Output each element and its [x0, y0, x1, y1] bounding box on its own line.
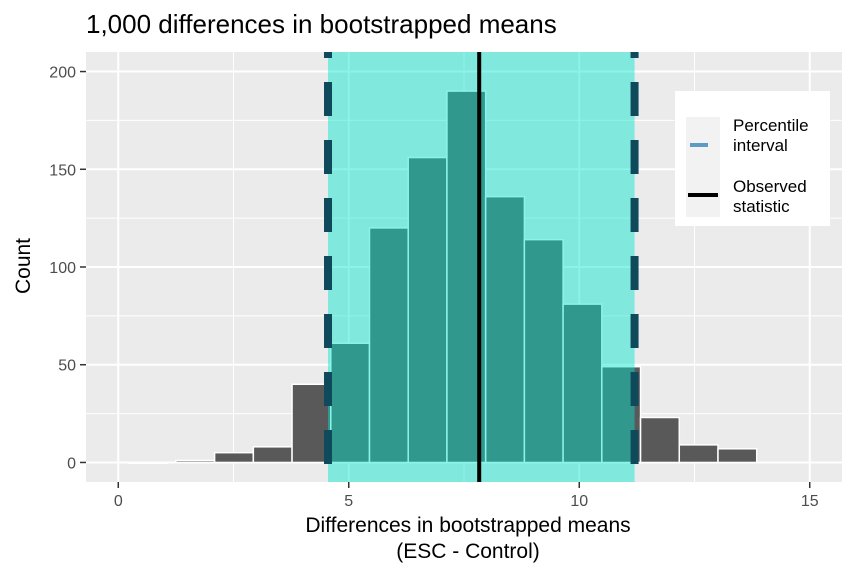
histogram-bar — [717, 448, 758, 464]
legend-label-percentile-line1: Percentile — [733, 116, 809, 135]
y-axis-title: Count — [12, 238, 35, 294]
legend: Percentile interval Observed statistic — [675, 91, 830, 226]
x-axis-title-line2: (ESC - Control) — [396, 540, 540, 563]
y-tick-label: 150 — [49, 162, 76, 179]
legend-label-observed-line2: statistic — [733, 197, 790, 216]
histogram-bar — [175, 459, 216, 464]
percentile-shade — [328, 52, 635, 482]
legend-label-percentile-line2: interval — [733, 136, 788, 155]
x-tick-label: 5 — [344, 493, 353, 510]
percentile-shade-group — [328, 52, 635, 482]
histogram-bar — [407, 156, 448, 464]
x-tick-label: 0 — [114, 493, 123, 510]
y-tick-label: 50 — [58, 358, 76, 375]
x-axis-ticks: 0 5 10 15 — [114, 482, 819, 510]
y-tick-label: 100 — [49, 260, 76, 277]
histogram-bar — [639, 416, 681, 464]
histogram-bar — [562, 303, 603, 464]
histogram-bar — [523, 238, 564, 464]
histogram-bar — [213, 451, 255, 464]
percentile-interval-lines — [324, 52, 639, 482]
x-axis-title-line1: Differences in bootstrapped means — [305, 514, 630, 537]
x-tick-label: 10 — [570, 493, 588, 510]
histogram-bar — [368, 227, 409, 464]
histogram-bar — [252, 446, 293, 464]
histogram-bar — [127, 461, 168, 465]
y-tick-label: 0 — [67, 455, 76, 472]
legend-label-observed-line1: Observed — [733, 177, 807, 196]
chart-title: 1,000 differences in bootstrapped means — [86, 9, 557, 39]
y-axis-ticks: 0 50 100 150 200 — [49, 65, 86, 472]
histogram-bar — [678, 444, 719, 464]
y-tick-label: 200 — [49, 65, 76, 82]
x-tick-label: 15 — [801, 493, 819, 510]
